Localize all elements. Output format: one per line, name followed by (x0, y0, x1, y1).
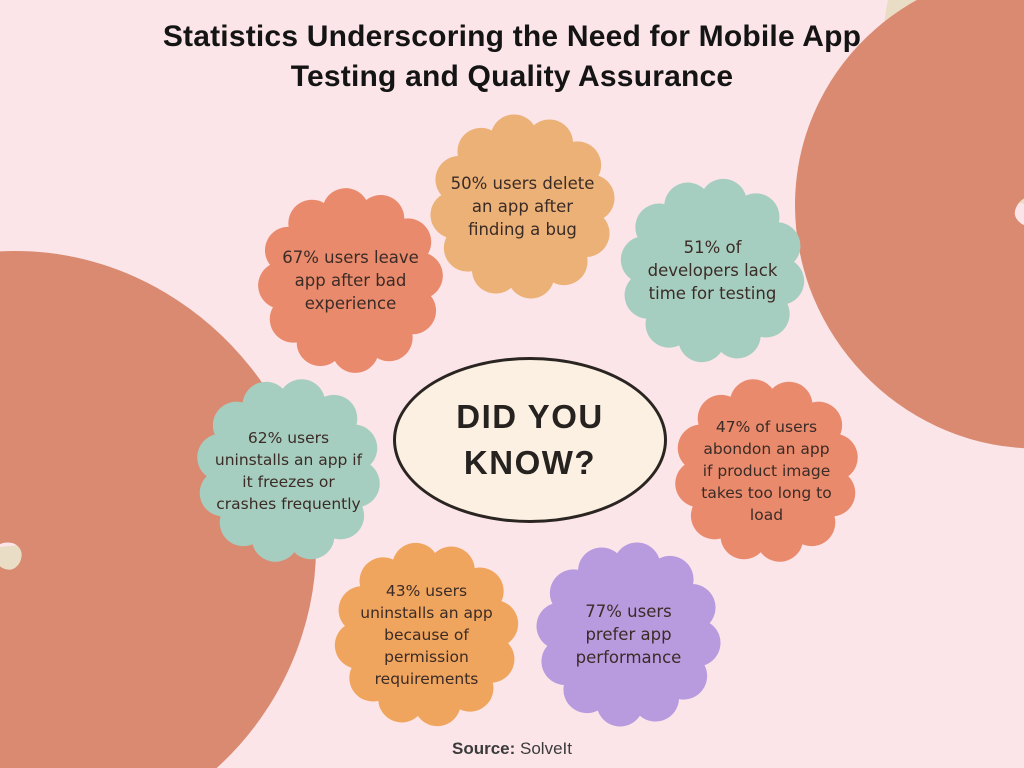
source-prefix: Source: (451, 739, 516, 758)
spiral-decoration-top-right (913, 86, 1024, 330)
stat-badge-62-uninstall-freezes: 62% users uninstalls an app if it freeze… (186, 368, 391, 573)
stat-badge-77-prefer-performance: 77% users prefer app performance (526, 532, 731, 737)
stat-badge-47-abandon-product-image: 47% of users abondon an app if product i… (664, 368, 869, 573)
spiral-decoration-bottom-left (0, 405, 162, 692)
did-you-know-label: DID YOU KNOW? (456, 397, 604, 481)
did-you-know-ellipse: DID YOU KNOW? (393, 357, 667, 523)
page-title: Statistics Underscoring the Need for Mob… (0, 17, 1024, 97)
page-title-line-2: Testing and Quality Assurance (290, 60, 734, 93)
stat-badge-text: 43% users uninstalls an app because of p… (360, 581, 493, 688)
stat-badge-50-delete-after-bug: 50% users delete an app after finding a … (420, 104, 625, 309)
page-title-line-1: Statistics Underscoring the Need for Mob… (162, 20, 862, 53)
stat-badge-text: 51% of developers lack time for testing (647, 237, 778, 304)
stat-badge-text: 50% users delete an app after finding a … (450, 173, 595, 240)
stat-badge-text: 67% users leave app after bad experience (282, 247, 419, 314)
stat-badge-text: 62% users uninstalls an app if it freeze… (214, 428, 363, 513)
stat-badge-text: 77% users prefer app performance (575, 601, 682, 668)
stat-badge-67-leave-bad-experience: 67% users leave app after bad experience (244, 174, 457, 387)
source-line: Source: SolveIt (0, 739, 1024, 759)
stat-badge-43-uninstall-permissions: 43% users uninstalls an app because of p… (324, 532, 529, 737)
source-value: SolveIt (520, 739, 572, 758)
stat-badge-51-developers-lack-time: 51% of developers lack time for testing (610, 168, 815, 373)
stat-badge-text: 47% of users abondon an app if product i… (701, 417, 832, 524)
